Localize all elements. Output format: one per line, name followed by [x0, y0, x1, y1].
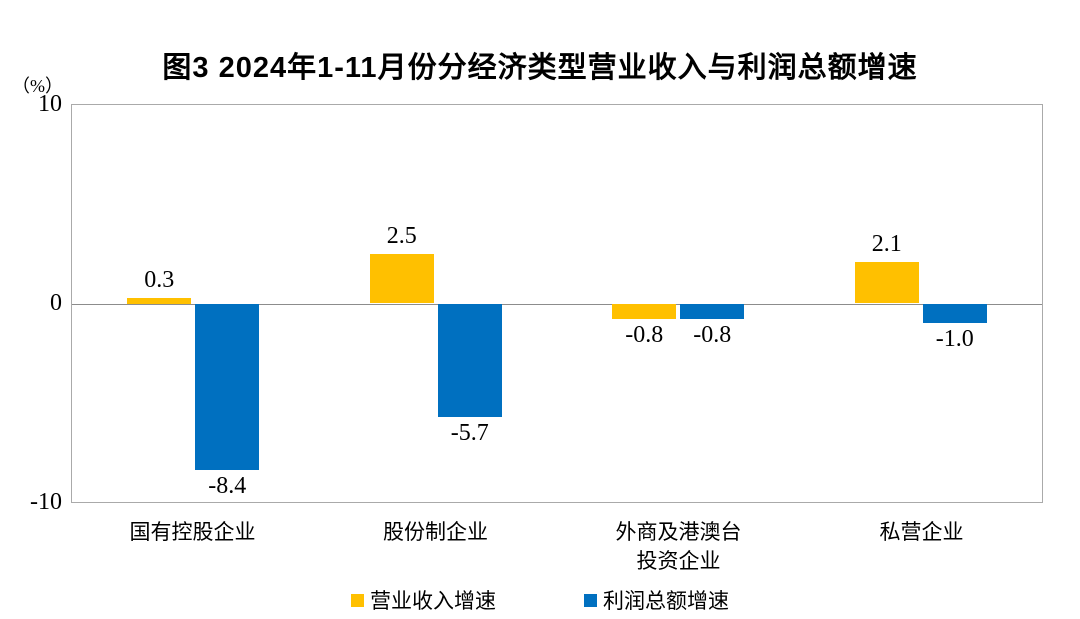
bar-value-label-series0-group2: -0.8 [625, 322, 664, 349]
y-axis-unit-label: （%） [12, 76, 63, 96]
x-axis-label-foreign-invested: 外商及港澳台 投资企业 [615, 520, 742, 573]
bar-value-label-series0-group1: 2.5 [386, 222, 417, 249]
x-axis-label-joint-stock: 股份制企业 [383, 520, 488, 544]
bar-series1-group3 [922, 303, 987, 324]
bar-series1-group2 [680, 303, 745, 320]
x-axis-label-state-owned: 国有控股企业 [129, 520, 256, 544]
x-axis-label-private: 私营企业 [879, 520, 964, 544]
bar-series0-group3 [854, 261, 919, 304]
plot-area: 0.3 2.5 -0.8 2.1 -8.4 -5.7 -0.8 -1.0 [71, 104, 1043, 503]
legend: 营业收入增速 利润总额增速 [0, 585, 1080, 615]
bar-value-label-series0-group3: 2.1 [871, 230, 902, 257]
y-axis-tick-0: 0 [50, 290, 62, 316]
bar-value-label-series1-group1: -5.7 [450, 419, 489, 446]
bar-value-label-series0-group0: 0.3 [144, 266, 175, 293]
bar-value-label-series1-group3: -1.0 [935, 326, 974, 353]
zero-line [72, 304, 1042, 305]
bar-series0-group2 [612, 303, 677, 320]
bar-value-label-series1-group2: -0.8 [693, 322, 732, 349]
legend-label-revenue-growth: 营业收入增速 [370, 589, 496, 613]
y-axis-tick-10: 10 [38, 91, 62, 117]
bar-series1-group1 [437, 303, 502, 417]
chart-title: 图3 2024年1-11月份分经济类型营业收入与利润总额增速 [162, 52, 918, 84]
bar-series1-group0 [195, 303, 260, 471]
legend-swatch-revenue-growth [351, 593, 364, 607]
legend-item-profit-growth: 利润总额增速 [584, 585, 729, 615]
bar-series0-group0 [127, 297, 192, 304]
bar-series0-group1 [369, 253, 434, 304]
legend-item-revenue-growth: 营业收入增速 [351, 585, 496, 615]
legend-swatch-profit-growth [584, 593, 597, 607]
legend-label-profit-growth: 利润总额增速 [603, 589, 729, 613]
y-axis-tick-neg10: -10 [30, 489, 62, 515]
x-axis-labels: 国有控股企业 股份制企业 外商及港澳台 投资企业 私营企业 [71, 518, 1043, 576]
bar-value-label-series1-group0: -8.4 [208, 473, 247, 500]
